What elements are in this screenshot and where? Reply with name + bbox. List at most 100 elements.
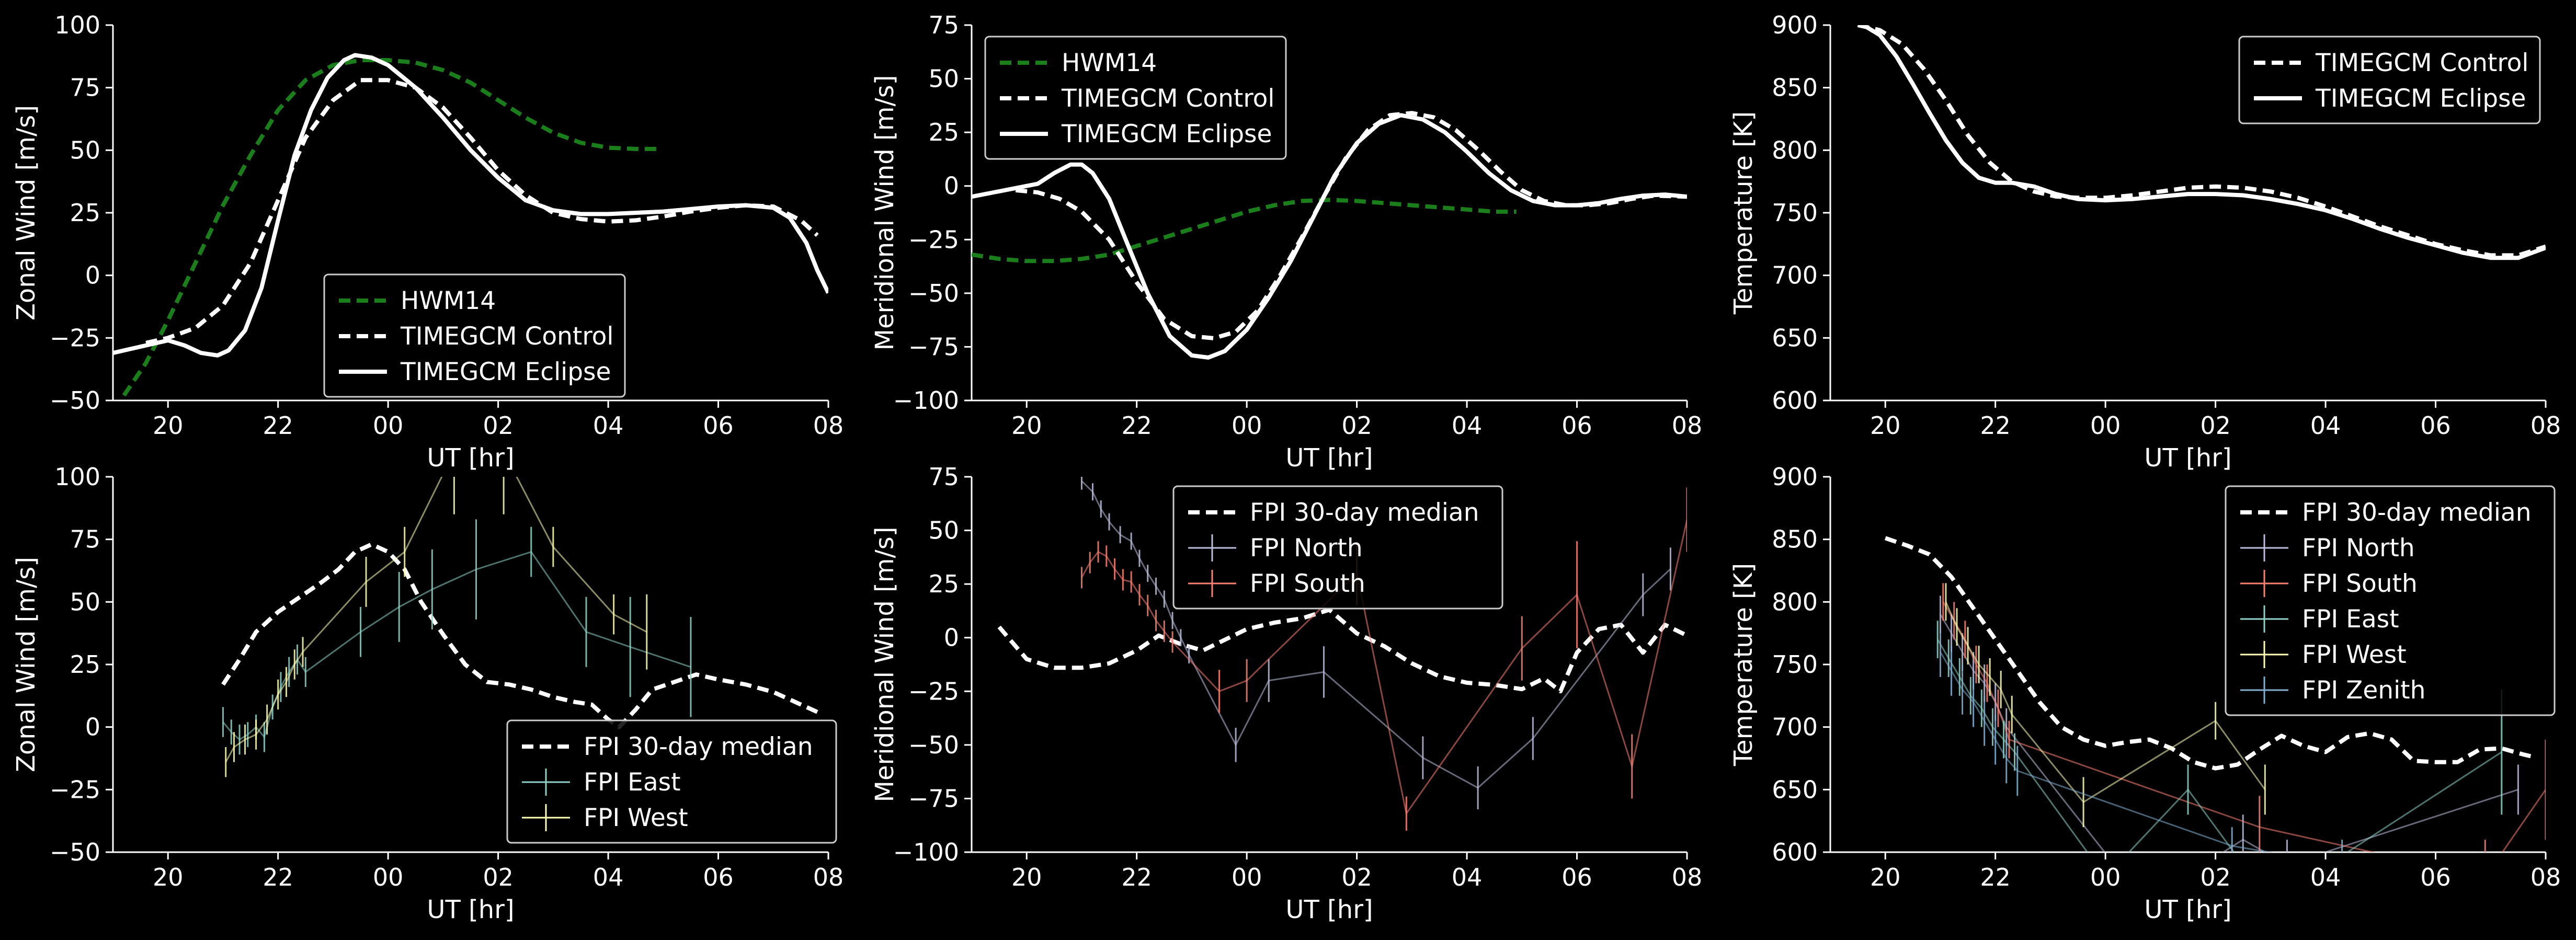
legend-entry: FPI North	[1188, 534, 1363, 563]
legend-label: FPI North	[1250, 534, 1363, 563]
y-tick-label: −25	[50, 324, 100, 352]
x-tick-label: 08	[813, 863, 844, 891]
legend-entry: FPI West	[522, 804, 688, 832]
x-axis-label: UT [hr]	[1285, 895, 1373, 924]
legend-entry: FPI Zenith	[2240, 676, 2425, 705]
legend-frame	[2225, 485, 2556, 716]
x-tick-label: 04	[593, 863, 624, 891]
x-axis-label: UT [hr]	[1285, 443, 1373, 473]
y-axis-label: Temperature [K]	[1729, 111, 1758, 315]
legend-entry: FPI East	[522, 768, 681, 797]
y-tick-label: 25	[70, 650, 100, 679]
legend-entry: TIMEGCM Eclipse	[1000, 120, 1272, 148]
legend-entry: HWM14	[339, 286, 496, 315]
y-tick-label: 50	[70, 588, 100, 616]
x-tick-label: 08	[2531, 863, 2561, 891]
x-tick-label: 22	[263, 863, 293, 891]
x-tick-label: 06	[2420, 411, 2451, 440]
legend-label: TIMEGCM Control	[400, 322, 613, 351]
x-tick-label: 22	[263, 411, 293, 440]
x-axis-label: UT [hr]	[427, 443, 514, 473]
y-tick-label: 75	[928, 11, 959, 39]
legend-label: FPI West	[2302, 640, 2407, 669]
x-tick-label: 00	[373, 411, 404, 440]
y-tick-label: 750	[1772, 650, 1818, 679]
y-tick-label: 800	[1772, 136, 1818, 164]
y-tick-label: 650	[1772, 324, 1818, 352]
legend-label: HWM14	[1062, 49, 1157, 77]
legend: TIMEGCM Control TIMEGCM Eclipse	[2238, 36, 2541, 124]
y-tick-label: 0	[85, 713, 100, 741]
y-tick-label: 700	[1772, 261, 1818, 290]
legend: FPI 30-day median FPI North FPI South	[1172, 485, 1503, 610]
x-tick-label: 04	[2310, 863, 2341, 891]
y-tick-label: 900	[1772, 463, 1818, 491]
plot-area	[1884, 536, 2546, 852]
x-tick-label: 00	[2090, 411, 2121, 440]
legend-label: TIMEGCM Eclipse	[2315, 84, 2526, 113]
y-tick-label: −50	[908, 279, 959, 307]
legend-entry: FPI 30-day median	[2240, 498, 2532, 527]
x-axis-label: UT [hr]	[2144, 443, 2231, 473]
legend-entry: TIMEGCM Eclipse	[339, 358, 611, 386]
y-tick-label: −50	[50, 386, 100, 415]
series-line-fpi-30-day-median	[997, 607, 1687, 694]
x-tick-label: 08	[813, 411, 844, 440]
y-tick-label: −50	[908, 731, 959, 759]
legend-entry: TIMEGCM Eclipse	[2254, 84, 2526, 113]
y-tick-label: 25	[928, 570, 959, 598]
x-tick-label: 04	[1452, 411, 1483, 440]
x-tick-label: 20	[1011, 411, 1042, 440]
legend-label: FPI North	[2302, 534, 2415, 563]
y-tick-label: −50	[50, 838, 100, 866]
chart-panel-top-left: −50 −25 0 25 50 75 100 20 22 00 02 04 06 08 UT [hr] Zon…	[12, 11, 844, 473]
y-tick-label: 50	[70, 136, 100, 164]
x-tick-label: 00	[2090, 863, 2121, 891]
chart-panel-bottom-middle: −100 −75 −50 −25 0 25 50 75 20 22 00 02 04 06 08 UT [hr…	[870, 463, 1702, 924]
plot-area	[1857, 25, 2546, 260]
chart-panel-bottom-right: 600 650 700 750 800 850 900 20 22 00 02 04 06 08 UT [h…	[1729, 463, 2561, 924]
y-tick-label: −100	[893, 838, 959, 866]
x-tick-label: 00	[373, 863, 404, 891]
y-tick-label: 850	[1772, 525, 1818, 554]
legend-label: TIMEGCM Control	[1061, 84, 1274, 113]
legend-label: TIMEGCM Eclipse	[400, 358, 611, 386]
legend: HWM14 TIMEGCM Control TIMEGCM Eclipse	[984, 36, 1287, 160]
series-line-hwm14	[972, 198, 1517, 263]
series-line-fpi-west	[225, 477, 647, 763]
series-line-timegcm-eclipse	[113, 53, 828, 358]
legend-label: FPI 30-day median	[584, 732, 813, 761]
plot-area	[997, 477, 1687, 831]
x-tick-label: 20	[153, 411, 184, 440]
y-tick-label: 600	[1772, 838, 1818, 866]
legend-frame	[323, 273, 626, 398]
legend-frame	[2238, 36, 2541, 124]
y-tick-label: 700	[1772, 713, 1818, 741]
y-tick-label: 0	[944, 172, 959, 200]
chart-panel-top-right: 600 650 700 750 800 850 900 20 22 00 02 04 06 08 UT [h…	[1729, 11, 2561, 473]
legend-entry: TIMEGCM Control	[339, 322, 613, 351]
y-tick-label: 900	[1772, 11, 1818, 39]
y-tick-label: −25	[50, 775, 100, 804]
x-tick-label: 20	[1011, 863, 1042, 891]
x-tick-label: 02	[1341, 411, 1372, 440]
legend-label: FPI 30-day median	[2302, 498, 2532, 527]
y-tick-label: 75	[928, 463, 959, 491]
legend-entry: FPI West	[2240, 640, 2407, 669]
x-tick-label: 08	[1672, 863, 1703, 891]
x-tick-label: 06	[703, 863, 734, 891]
y-tick-label: −25	[908, 677, 959, 705]
y-axis-label: Zonal Wind [m/s]	[12, 105, 41, 320]
y-tick-label: 100	[54, 463, 100, 491]
y-axis-label: Temperature [K]	[1729, 563, 1758, 766]
x-tick-label: 20	[153, 863, 184, 891]
y-axis-label: Meridional Wind [m/s]	[870, 75, 899, 351]
y-axis-label: Meridional Wind [m/s]	[870, 527, 899, 803]
x-tick-label: 04	[2310, 411, 2341, 440]
legend-entry: FPI North	[2240, 534, 2415, 563]
series-line-hwm14	[122, 58, 658, 397]
series-line-timegcm-eclipse	[972, 113, 1687, 360]
x-axis-label: UT [hr]	[2144, 895, 2231, 924]
